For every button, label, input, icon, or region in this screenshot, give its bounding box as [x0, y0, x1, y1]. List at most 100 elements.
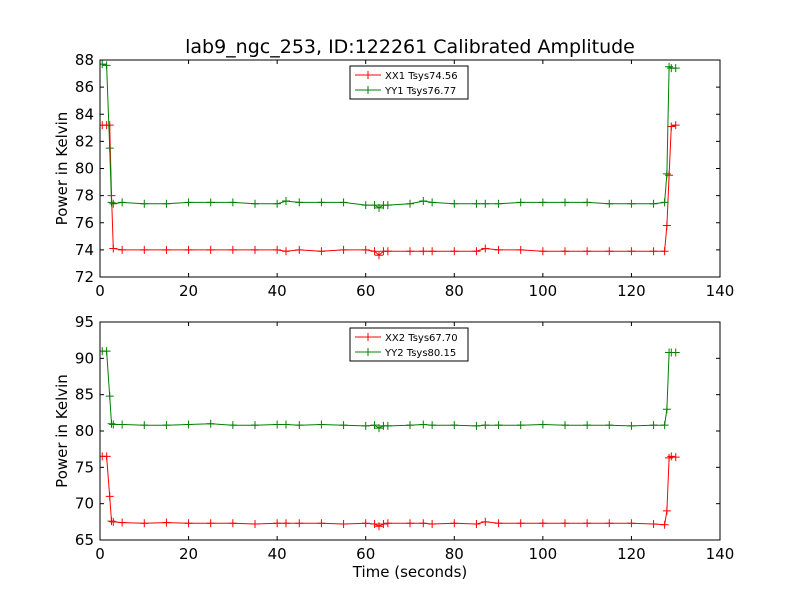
data-point [162, 245, 171, 254]
x-tick-label: 120 [617, 282, 646, 300]
legend-label: XX1 Tsys74.56 [385, 71, 458, 82]
y-tick-label: 78 [75, 187, 94, 205]
data-point [662, 221, 671, 230]
legend-marker [364, 86, 372, 94]
data-point [100, 60, 107, 69]
data-point [375, 424, 383, 433]
x-tick-label: 80 [445, 545, 464, 563]
y-tick-label: 65 [75, 531, 94, 549]
data-point [251, 245, 259, 254]
data-point [583, 198, 592, 207]
legend-marker [364, 333, 372, 341]
plot-area [100, 347, 680, 531]
data-point [375, 203, 383, 212]
legend-item: XX1 Tsys74.56 [355, 71, 458, 82]
bottom-panel: 0 20 40 60 80 100 120 140 65 70 75 80 85 90 95 Power in… [53, 313, 734, 581]
data-point [472, 247, 481, 256]
data-point [538, 198, 547, 207]
data-point [649, 247, 658, 256]
data-point [118, 420, 127, 429]
data-point [605, 519, 614, 528]
data-point [228, 519, 237, 528]
data-point [627, 421, 636, 430]
data-point [317, 198, 326, 207]
legend-item: YY2 Tsys80.15 [355, 348, 456, 359]
data-point [561, 519, 569, 528]
data-point [660, 421, 669, 430]
data-point [671, 453, 680, 462]
x-tick-label: 60 [356, 282, 375, 300]
legend-marker [364, 71, 372, 79]
y-tick-label: 76 [75, 214, 94, 232]
y-tick-label: 95 [75, 313, 94, 331]
legend-box [349, 327, 469, 362]
data-point [428, 520, 437, 529]
x-tick-label: 0 [95, 282, 105, 300]
top-panel: 0 20 40 60 80 100 120 140 72 74 76 78 80 82 84 86 88 Powe… [53, 51, 734, 300]
data-point [375, 251, 383, 260]
data-point [538, 247, 547, 256]
data-point [251, 520, 259, 529]
data-point [605, 247, 614, 256]
data-point [184, 198, 193, 207]
data-point [450, 519, 459, 528]
data-point [383, 421, 392, 430]
data-point [583, 421, 592, 430]
data-point [627, 247, 636, 256]
data-point [383, 247, 392, 256]
data-point [472, 421, 481, 430]
y-tick-label: 84 [75, 105, 94, 123]
data-point [516, 198, 525, 207]
data-point [162, 518, 171, 527]
data-point [118, 518, 127, 527]
data-point [102, 452, 111, 461]
legend-label: YY1 Tsys76.77 [384, 86, 456, 97]
data-point [538, 519, 547, 528]
data-point [472, 199, 481, 208]
legend-box [349, 65, 469, 100]
data-point [419, 247, 428, 256]
data-point [472, 520, 481, 529]
data-point [295, 245, 304, 254]
data-point [109, 244, 118, 253]
y-axis-label: Power in Kelvin [53, 374, 71, 488]
data-point [339, 245, 348, 254]
data-point [516, 421, 525, 430]
data-point [107, 517, 116, 526]
data-point [561, 198, 569, 207]
data-point [662, 506, 671, 515]
data-point [107, 419, 116, 428]
data-point [282, 519, 290, 528]
y-tick-label: 88 [75, 51, 94, 69]
y-tick-label: 90 [75, 349, 94, 367]
data-point [494, 245, 503, 254]
data-point [561, 247, 569, 256]
data-point [662, 169, 671, 178]
data-point [184, 245, 193, 254]
data-point [671, 348, 680, 357]
data-point [419, 519, 428, 528]
data-point [370, 201, 379, 210]
legend-label: XX2 Tsys67.70 [385, 333, 458, 344]
series-yy-2 [100, 347, 680, 433]
data-point [419, 197, 428, 206]
y-tick-label: 74 [75, 241, 94, 259]
x-axis-label: Time (seconds) [352, 563, 468, 581]
x-tick-label: 0 [95, 545, 105, 563]
data-point [667, 122, 676, 131]
data-point [282, 420, 290, 429]
data-point [406, 421, 414, 430]
y-tick-label: 72 [75, 268, 94, 286]
data-point [538, 420, 547, 429]
data-point [118, 198, 127, 207]
data-point [605, 199, 614, 208]
data-point [206, 419, 215, 428]
data-point [295, 421, 304, 430]
data-point [273, 519, 282, 528]
data-point [605, 421, 614, 430]
data-point [361, 201, 370, 210]
series-xx-1 [100, 121, 680, 260]
data-point [649, 421, 658, 430]
y-axis-label: Power in Kelvin [53, 112, 71, 226]
